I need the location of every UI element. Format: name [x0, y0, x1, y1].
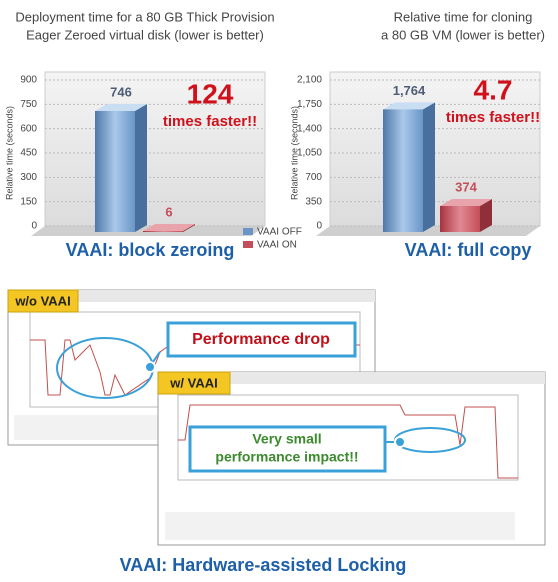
- y-tick-label: 0: [316, 221, 322, 232]
- callout: [188, 425, 387, 473]
- tab-label: w/ VAAI: [169, 375, 217, 390]
- chart-title: a 80 GB VM (lower is better): [381, 27, 545, 42]
- y-tick-label: 350: [305, 196, 322, 207]
- y-tick-label: 1,400: [297, 123, 322, 134]
- annotation: times faster!!: [163, 113, 257, 130]
- y-tick-label: 700: [305, 172, 322, 183]
- value-label: 746: [110, 84, 132, 99]
- tab-label: w/o VAAI: [14, 293, 70, 308]
- legend-label: VAAI ON: [257, 240, 297, 251]
- back-wall: [44, 71, 266, 227]
- tab: [157, 371, 231, 395]
- bar-side: [480, 198, 492, 232]
- bar: [383, 109, 423, 232]
- callout-text: performance impact!!: [215, 449, 358, 465]
- bar-side: [423, 102, 435, 232]
- callout-text: Performance drop: [192, 331, 330, 348]
- tab: [7, 289, 79, 313]
- caption: VAAI: Hardware-assisted Locking: [120, 555, 407, 575]
- chart-title: Eager Zeroed virtual disk (lower is bett…: [26, 27, 264, 42]
- table: [165, 512, 515, 540]
- caption: VAAI: block zeroing: [66, 240, 235, 260]
- legend-label: VAAI OFF: [257, 227, 302, 238]
- callout: [166, 321, 357, 358]
- chart-title: Relative time for cloning: [394, 9, 533, 24]
- annotation: times faster!!: [446, 109, 540, 126]
- caption: VAAI: full copy: [405, 240, 532, 260]
- bar-top: [383, 102, 435, 110]
- connector-dot: [144, 361, 156, 373]
- y-tick-label: 750: [20, 99, 37, 110]
- y-axis-label: Relative time (seconds): [289, 106, 299, 200]
- bar-side: [135, 103, 147, 232]
- connector-dot: [394, 436, 406, 448]
- value-label: 374: [455, 179, 477, 194]
- value-label: 6: [165, 204, 172, 219]
- bar: [143, 231, 183, 232]
- y-tick-label: 600: [20, 123, 37, 134]
- y-tick-label: 900: [20, 75, 37, 86]
- legend-swatch: [243, 241, 253, 248]
- bar-top: [143, 224, 195, 232]
- bar-top: [95, 103, 147, 111]
- toolbar: [8, 290, 375, 302]
- y-tick-label: 150: [20, 196, 37, 207]
- y-tick-label: 450: [20, 148, 37, 159]
- toolbar: [158, 372, 545, 384]
- bar: [440, 205, 480, 232]
- legend-swatch: [243, 228, 253, 235]
- table: [14, 415, 164, 440]
- value-label: 1,764: [393, 83, 426, 98]
- annotation: 4.7: [474, 74, 513, 105]
- bar: [95, 110, 135, 232]
- charts: Deployment time for a 80 GB Thick Provis…: [4, 9, 545, 259]
- annotation: 124: [187, 78, 234, 109]
- y-tick-label: 1,050: [297, 148, 322, 159]
- bar-side: [183, 224, 195, 232]
- y-tick-label: 0: [31, 221, 37, 232]
- y-axis-label: Relative time (seconds): [4, 106, 14, 200]
- graph-line: [178, 404, 518, 479]
- y-tick-label: 300: [20, 172, 37, 183]
- y-tick-label: 2,100: [297, 75, 322, 86]
- y-tick-label: 1,750: [297, 99, 322, 110]
- callout-text: Very small: [252, 431, 321, 447]
- bar-top: [440, 198, 492, 206]
- chart-title: Deployment time for a 80 GB Thick Provis…: [15, 9, 274, 24]
